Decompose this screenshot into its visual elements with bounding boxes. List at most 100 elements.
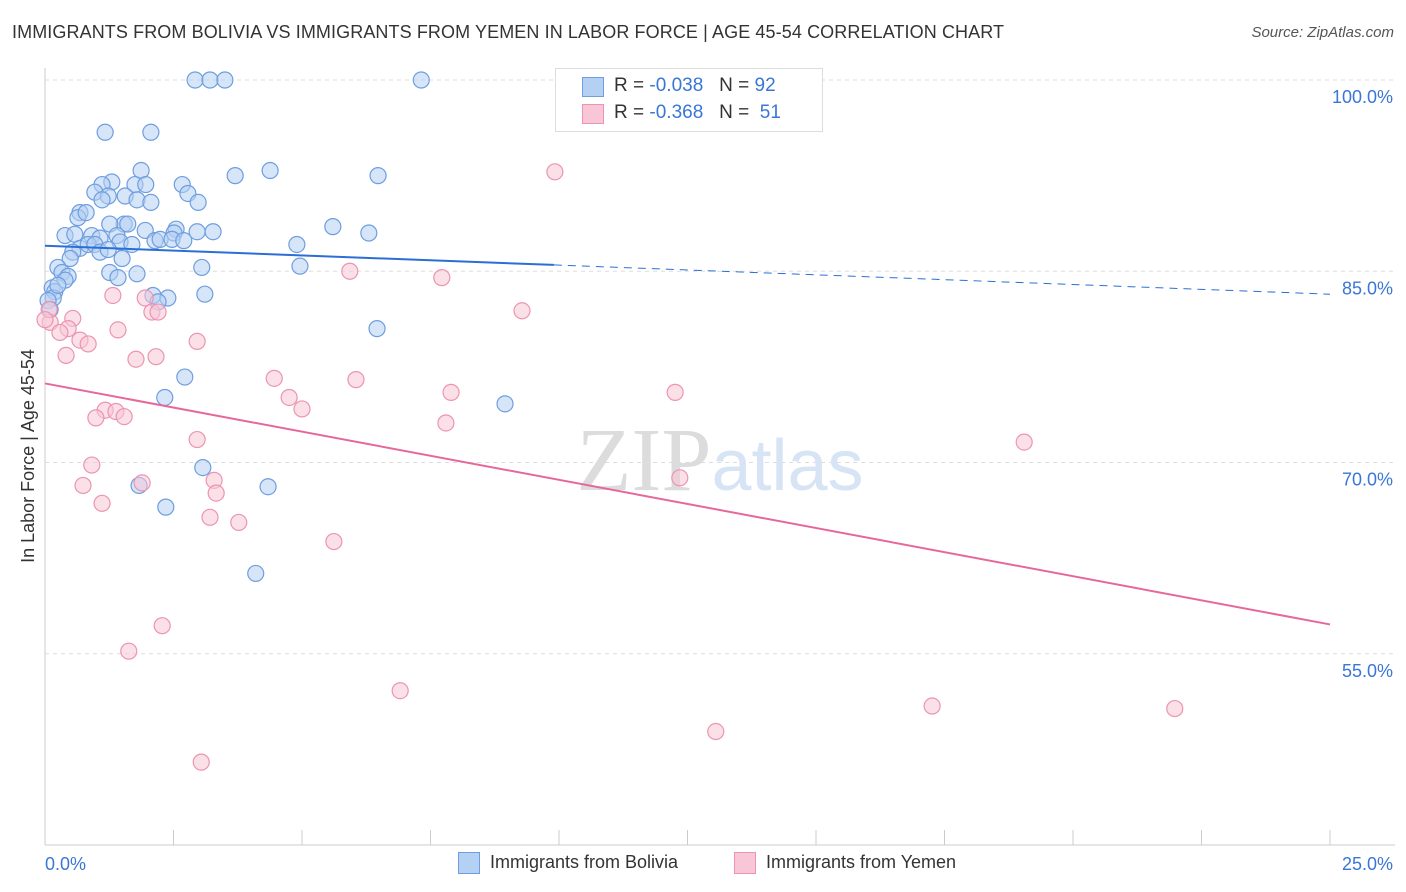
legend-item-bolivia: Immigrants from Bolivia xyxy=(458,852,679,875)
data-point xyxy=(188,332,206,350)
data-point xyxy=(189,193,207,211)
n-label: N = xyxy=(719,102,750,123)
y-axis-label: In Labor Force | Age 45-54 xyxy=(18,349,38,563)
data-point xyxy=(325,532,343,551)
data-point xyxy=(49,276,67,294)
legend-swatch xyxy=(458,852,480,875)
data-point xyxy=(77,204,95,222)
legend-swatch-yemen xyxy=(582,104,604,124)
data-point xyxy=(133,474,151,492)
data-point xyxy=(247,564,265,583)
data-point xyxy=(496,395,514,413)
x-tick-label: 0.0% xyxy=(45,854,86,874)
data-point xyxy=(216,71,234,89)
legend-swatch xyxy=(734,852,756,875)
n-value: 51 xyxy=(759,102,781,123)
data-point xyxy=(341,262,359,280)
data-point xyxy=(368,320,386,338)
data-point xyxy=(412,71,430,89)
legend-label: Immigrants from Bolivia xyxy=(490,852,679,872)
data-point xyxy=(293,400,311,418)
r-value: -0.368 xyxy=(649,102,704,123)
data-point xyxy=(291,257,309,275)
data-point xyxy=(83,456,101,474)
y-tick-label: 70.0% xyxy=(1342,470,1393,490)
data-point xyxy=(204,223,222,241)
data-point xyxy=(153,617,171,635)
data-point xyxy=(324,218,342,236)
series-yemen xyxy=(36,163,1184,771)
legend-label: Immigrants from Yemen xyxy=(766,852,957,872)
r-label: R = xyxy=(614,75,645,96)
data-point xyxy=(147,348,165,366)
r-value: -0.038 xyxy=(649,75,704,96)
data-point xyxy=(109,269,127,287)
data-point xyxy=(157,498,175,516)
data-point xyxy=(188,430,206,449)
series-bolivia xyxy=(39,71,514,583)
data-point xyxy=(120,642,138,660)
data-point xyxy=(513,302,531,320)
data-point xyxy=(201,508,219,526)
data-point xyxy=(109,321,127,339)
data-point xyxy=(201,71,219,89)
n-label: N = xyxy=(719,75,750,96)
data-point xyxy=(127,350,145,368)
data-point xyxy=(230,513,248,532)
data-point xyxy=(265,369,283,387)
data-point xyxy=(442,383,460,401)
data-point xyxy=(142,193,160,211)
legend-swatch-bolivia xyxy=(582,77,604,97)
data-point xyxy=(128,265,146,283)
data-point xyxy=(360,224,378,242)
data-point xyxy=(93,494,111,512)
y-tick-label: 55.0% xyxy=(1342,661,1393,681)
data-point xyxy=(288,235,306,254)
data-point xyxy=(707,722,725,741)
data-point xyxy=(87,409,105,427)
trend-line-dashed xyxy=(553,264,1331,295)
data-point xyxy=(57,346,75,364)
data-point xyxy=(280,388,298,407)
data-point xyxy=(186,71,204,89)
data-point xyxy=(99,240,117,259)
data-point xyxy=(156,388,174,407)
trend-line-solid xyxy=(44,244,554,266)
legend-row-bolivia: R = -0.038 N = 92 xyxy=(614,75,776,97)
legend-row-yemen: R = -0.368 N = 51 xyxy=(614,102,781,124)
data-point xyxy=(51,323,69,342)
n-value: 92 xyxy=(754,75,776,96)
watermark: ZIPatlas xyxy=(576,411,863,510)
data-point xyxy=(176,368,194,386)
data-point xyxy=(369,167,387,185)
data-point xyxy=(136,289,154,307)
data-point xyxy=(74,476,92,495)
data-point xyxy=(119,215,137,233)
data-point xyxy=(259,478,277,496)
r-label: R = xyxy=(614,102,645,123)
data-point xyxy=(666,383,684,401)
data-point xyxy=(175,232,193,250)
data-point xyxy=(433,269,451,287)
data-point xyxy=(207,484,225,502)
data-point xyxy=(96,123,114,141)
data-point xyxy=(115,408,133,426)
data-point xyxy=(437,414,455,432)
data-point xyxy=(261,161,279,180)
data-point xyxy=(923,697,941,715)
y-tick-label: 100.0% xyxy=(1332,87,1393,107)
data-point xyxy=(128,191,146,209)
data-point xyxy=(196,285,214,303)
data-point xyxy=(546,163,564,181)
legend-item-yemen: Immigrants from Yemen xyxy=(734,852,957,875)
data-point xyxy=(104,286,122,305)
stats-legend: R = -0.038 N = 92 R = -0.368 N = 51 xyxy=(555,68,823,132)
data-point xyxy=(193,258,211,277)
chart-title: IMMIGRANTS FROM BOLIVIA VS IMMIGRANTS FR… xyxy=(12,22,1005,42)
data-point xyxy=(1166,699,1184,718)
x-tick-label: 25.0% xyxy=(1342,854,1393,874)
data-point xyxy=(36,311,54,329)
source-label: Source: ZipAtlas.com xyxy=(1251,24,1394,41)
